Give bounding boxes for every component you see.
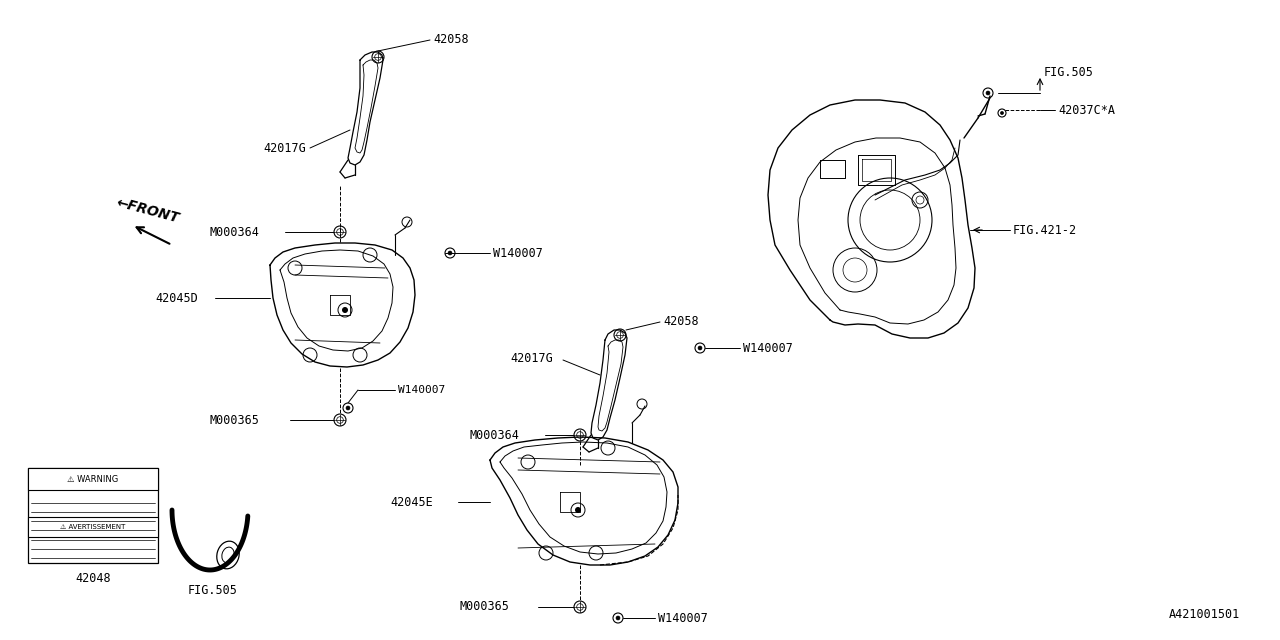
- Text: M000364: M000364: [470, 429, 520, 442]
- FancyBboxPatch shape: [28, 468, 157, 563]
- Text: A421001501: A421001501: [1169, 609, 1240, 621]
- Text: ←FRONT: ←FRONT: [115, 195, 180, 225]
- Text: 42045E: 42045E: [390, 495, 433, 509]
- Text: FIG.505: FIG.505: [188, 584, 238, 596]
- Circle shape: [698, 346, 701, 350]
- Text: 42048: 42048: [76, 572, 111, 584]
- Text: 42017G: 42017G: [262, 141, 306, 154]
- Circle shape: [616, 616, 620, 620]
- Circle shape: [448, 251, 452, 255]
- Text: M000365: M000365: [460, 600, 509, 614]
- Text: FIG.505: FIG.505: [1044, 65, 1094, 79]
- Text: 42017G: 42017G: [509, 351, 553, 365]
- Text: FIG.421-2: FIG.421-2: [1012, 223, 1078, 237]
- Text: ⚠ WARNING: ⚠ WARNING: [68, 474, 119, 483]
- Text: 42058: 42058: [663, 314, 699, 328]
- Text: 42037C*A: 42037C*A: [1059, 104, 1115, 116]
- Text: M000365: M000365: [210, 413, 260, 426]
- FancyBboxPatch shape: [28, 517, 157, 537]
- Circle shape: [346, 406, 349, 410]
- Text: W140007: W140007: [398, 385, 445, 395]
- Circle shape: [1001, 111, 1004, 115]
- Circle shape: [986, 91, 989, 95]
- Text: ⚠ AVERTISSEMENT: ⚠ AVERTISSEMENT: [60, 524, 125, 530]
- Text: M000364: M000364: [210, 225, 260, 239]
- Circle shape: [342, 307, 348, 313]
- FancyBboxPatch shape: [28, 468, 157, 490]
- Text: 42045D: 42045D: [155, 291, 197, 305]
- Circle shape: [575, 507, 581, 513]
- Text: W140007: W140007: [658, 611, 708, 625]
- Text: W140007: W140007: [493, 246, 543, 259]
- Text: 42058: 42058: [433, 33, 468, 45]
- Text: W140007: W140007: [742, 342, 792, 355]
